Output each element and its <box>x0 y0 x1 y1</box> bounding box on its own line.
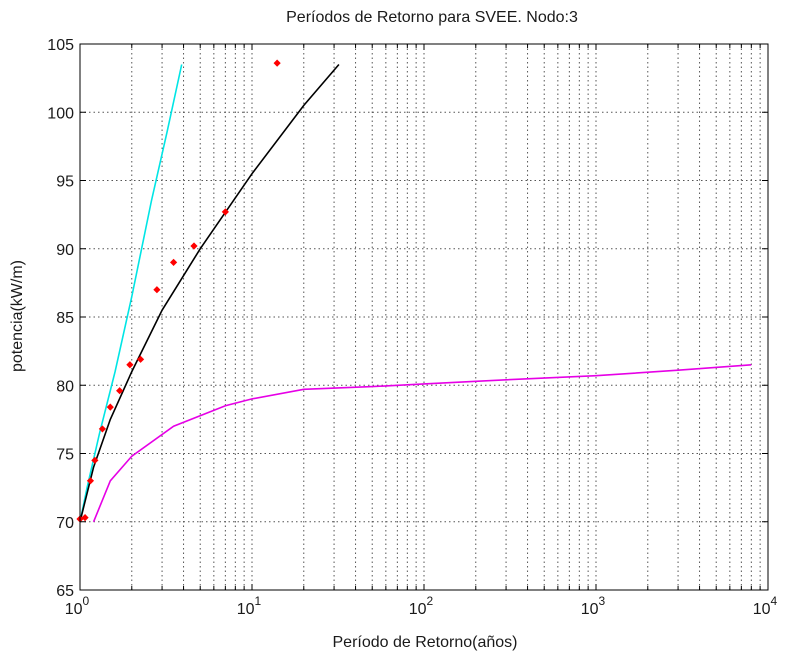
series-line-2 <box>92 364 752 523</box>
y-tick-label: 100 <box>47 105 74 122</box>
data-point <box>91 456 99 464</box>
grid <box>80 44 768 590</box>
x-tick-label: 104 <box>753 594 778 618</box>
data-point <box>190 242 198 250</box>
data-point <box>116 387 124 395</box>
y-tick-label: 80 <box>56 378 74 395</box>
y-tick-label: 75 <box>56 447 74 464</box>
data-point <box>106 403 114 411</box>
y-tick-label: 105 <box>47 37 74 54</box>
x-tick-label: 102 <box>409 594 434 618</box>
y-tick-label: 95 <box>56 174 74 191</box>
data-point <box>98 425 107 433</box>
y-tick-label: 65 <box>56 583 74 600</box>
data-point <box>169 258 178 266</box>
data-point <box>81 514 89 522</box>
y-tick-label: 85 <box>56 310 74 327</box>
y-tick-label: 90 <box>56 242 74 259</box>
x-axis-label: Período de Retorno(años) <box>333 634 518 651</box>
data-point <box>153 286 161 294</box>
x-tick-label: 100 <box>65 594 90 618</box>
axis-ticks: 65 70 75 80 85 90 95 100 105 100 101 102 103 104 <box>47 37 777 618</box>
x-tick-label: 103 <box>581 594 606 618</box>
plot-data <box>76 59 752 523</box>
series-line-1 <box>79 63 340 522</box>
data-point <box>136 355 145 363</box>
y-tick-label: 70 <box>56 515 74 532</box>
data-point <box>126 361 134 369</box>
x-tick-label: 101 <box>237 594 262 618</box>
data-point <box>86 477 95 485</box>
data-point <box>221 208 229 216</box>
data-point <box>273 59 281 67</box>
chart-title: Períodos de Retorno para SVEE. Nodo:3 <box>286 9 578 26</box>
y-axis-label: potencia(kW/m) <box>9 260 26 372</box>
